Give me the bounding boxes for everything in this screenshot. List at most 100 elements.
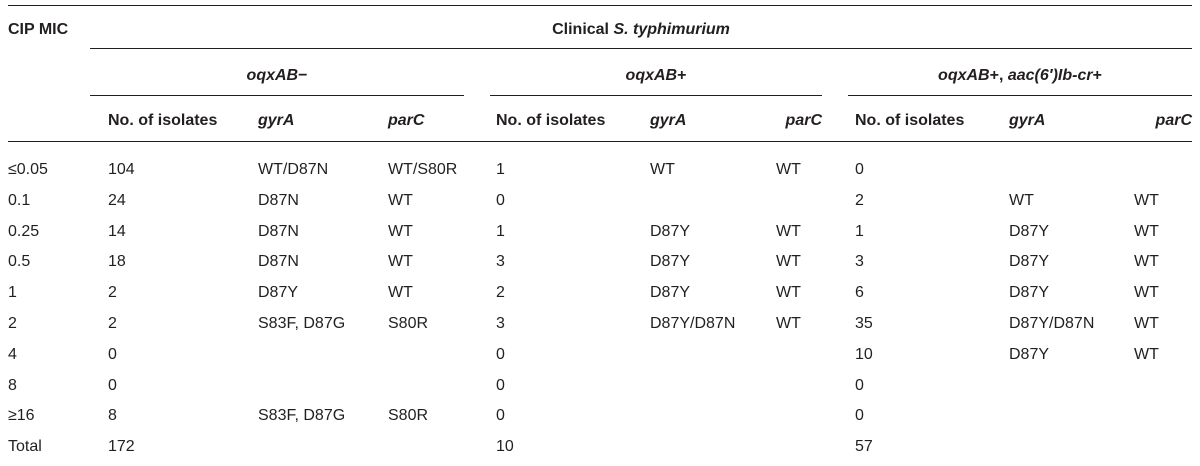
cell-isolates-2: 0 — [496, 192, 505, 209]
cell-isolates-2: 1 — [496, 161, 505, 178]
cell-gyra-1: D87Y — [258, 284, 299, 301]
cell-isolates-2: 0 — [496, 377, 505, 394]
cell-gyra-1: D87N — [258, 192, 299, 209]
cell-gyra-2: D87Y/D87N — [650, 315, 736, 332]
group-rule — [90, 48, 1192, 49]
cell-parc-1: WT — [388, 192, 413, 209]
gyra-header-3: gyrA — [1009, 112, 1046, 129]
cell-isolates-2: 1 — [496, 223, 505, 240]
group-header-prefix: Clinical — [552, 21, 614, 38]
cell-mic: 0.1 — [8, 192, 31, 209]
cell-isolates-3: 10 — [855, 346, 873, 363]
cell-gyra-3: D87Y/D87N — [1009, 315, 1095, 332]
cell-isolates-1: 0 — [108, 377, 117, 394]
cell-isolates-1: 14 — [108, 223, 126, 240]
subgroup-1-sign: − — [298, 67, 308, 84]
cell-isolates-3: 35 — [855, 315, 873, 332]
cell-isolates-3: 3 — [855, 253, 864, 270]
subgroup-2-sign: + — [677, 67, 687, 84]
cell-gyra-3: D87Y — [1009, 346, 1050, 363]
cell-isolates-3: 1 — [855, 223, 864, 240]
subgroup-3-gene2: aac(6′)Ib-cr — [1007, 67, 1093, 84]
cell-gyra-1: S83F, D87G — [258, 407, 346, 424]
cell-isolates-2: 0 — [496, 407, 505, 424]
subgroup-rule-2 — [490, 95, 822, 96]
cell-gyra-2: D87Y — [650, 223, 691, 240]
cell-gyra-3: D87Y — [1009, 253, 1050, 270]
subgroup-3-sep: +, — [989, 67, 1008, 84]
cell-mic: 4 — [8, 346, 17, 363]
subgroup-3-sign: + — [1092, 67, 1102, 84]
table-top-rule — [8, 5, 1192, 6]
cell-gyra-1: S83F, D87G — [258, 315, 346, 332]
isolates-header-2: No. of isolates — [496, 112, 606, 129]
parc-header-3: parC — [1155, 112, 1192, 129]
cell-parc-1: WT — [388, 284, 413, 301]
cell-parc-2: WT — [776, 315, 801, 332]
cell-parc-3: WT — [1134, 253, 1159, 270]
cell-isolates-3: 2 — [855, 192, 864, 209]
cip-mic-header: CIP MIC — [8, 21, 69, 38]
cell-gyra-2: D87Y — [650, 284, 691, 301]
cell-mic: 8 — [8, 377, 17, 394]
cell-parc-2: WT — [776, 284, 801, 301]
cell-parc-1: S80R — [388, 407, 429, 424]
cell-isolates-2: 3 — [496, 253, 505, 270]
cell-parc-2: WT — [776, 253, 801, 270]
cell-parc-3: WT — [1134, 346, 1159, 363]
cell-isolates-1: 0 — [108, 346, 117, 363]
cell-isolates-1: 24 — [108, 192, 126, 209]
cell-gyra-3: D87Y — [1009, 223, 1050, 240]
cell-isolates-2: 2 — [496, 284, 505, 301]
cell-isolates-3: 0 — [855, 161, 864, 178]
cell-gyra-1: D87N — [258, 253, 299, 270]
cell-parc-3: WT — [1134, 223, 1159, 240]
cell-parc-3: WT — [1134, 315, 1159, 332]
cell-gyra-2: WT — [650, 161, 675, 178]
cell-parc-1: WT — [388, 223, 413, 240]
subgroup-2-gene: oqxAB — [625, 67, 678, 84]
group-header-species: S. typhimurium — [613, 21, 730, 38]
group-header: Clinical S. typhimurium — [90, 20, 1192, 40]
subgroup-1-gene: oqxAB — [246, 67, 299, 84]
cell-parc-1: WT — [388, 253, 413, 270]
cell-mic: 1 — [8, 284, 17, 301]
parc-header-2: parC — [785, 112, 822, 129]
cell-parc-1: S80R — [388, 315, 429, 332]
cell-isolates-1: 2 — [108, 284, 117, 301]
cell-isolates-3: 0 — [855, 407, 864, 424]
cell-mic: ≤0.05 — [8, 161, 48, 178]
isolates-header-1: No. of isolates — [108, 112, 218, 129]
cell-isolates-2: 10 — [496, 438, 514, 455]
cell-isolates-2: 3 — [496, 315, 505, 332]
cell-isolates-1: 8 — [108, 407, 117, 424]
cell-isolates-1: 18 — [108, 253, 126, 270]
subgroup-3-gene: oqxAB — [938, 67, 990, 84]
cell-mic: 0.5 — [8, 253, 31, 270]
cell-gyra-3: D87Y — [1009, 284, 1050, 301]
cell-parc-3: WT — [1134, 192, 1159, 209]
parc-header-1: parC — [388, 112, 425, 129]
cell-isolates-1: 104 — [108, 161, 135, 178]
cell-isolates-1: 2 — [108, 315, 117, 332]
header-bottom-rule — [8, 141, 1192, 142]
cell-parc-2: WT — [776, 223, 801, 240]
cell-isolates-2: 0 — [496, 346, 505, 363]
cell-mic: ≥16 — [8, 407, 35, 424]
cell-parc-2: WT — [776, 161, 801, 178]
gyra-header-2: gyrA — [650, 112, 687, 129]
subgroup-header-3: oqxAB+, aac(6′)Ib-cr+ — [848, 66, 1192, 86]
subgroup-rule-1 — [90, 95, 464, 96]
cell-parc-3: WT — [1134, 284, 1159, 301]
subgroup-header-2: oqxAB+ — [490, 66, 822, 86]
cell-gyra-3: WT — [1009, 192, 1034, 209]
gyra-header-1: gyrA — [258, 112, 295, 129]
cell-isolates-3: 0 — [855, 377, 864, 394]
cell-gyra-2: D87Y — [650, 253, 691, 270]
cell-parc-1: WT/S80R — [388, 161, 458, 178]
cell-mic: 0.25 — [8, 223, 40, 240]
cell-isolates-3: 6 — [855, 284, 864, 301]
cell-isolates-3: 57 — [855, 438, 873, 455]
subgroup-rule-3 — [848, 95, 1192, 96]
cell-gyra-1: WT/D87N — [258, 161, 329, 178]
